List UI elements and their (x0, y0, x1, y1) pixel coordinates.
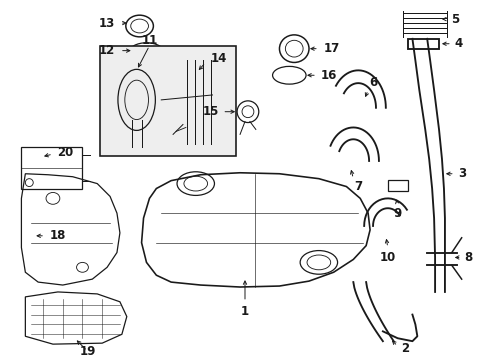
Text: 14: 14 (210, 52, 226, 65)
Text: 4: 4 (454, 37, 462, 50)
Text: 5: 5 (450, 13, 458, 26)
Bar (387, 180, 407, 192)
Text: 18: 18 (50, 229, 66, 242)
Text: 7: 7 (353, 180, 362, 193)
Text: 9: 9 (393, 207, 401, 220)
Text: 11: 11 (141, 34, 157, 47)
Bar (21, 147, 82, 189)
Text: 15: 15 (202, 105, 218, 118)
Text: 20: 20 (57, 145, 73, 159)
Bar (100, 46, 236, 156)
Text: 19: 19 (79, 345, 95, 357)
Text: 1: 1 (241, 305, 248, 318)
Text: 12: 12 (99, 44, 115, 57)
Bar (407, 39, 438, 49)
Text: 17: 17 (323, 42, 339, 55)
Text: 13: 13 (99, 17, 115, 30)
Text: 16: 16 (320, 69, 336, 82)
Text: 3: 3 (458, 167, 466, 180)
Text: 10: 10 (379, 251, 395, 264)
Text: 6: 6 (368, 76, 376, 89)
Text: 2: 2 (401, 342, 409, 355)
Text: 8: 8 (464, 251, 472, 264)
